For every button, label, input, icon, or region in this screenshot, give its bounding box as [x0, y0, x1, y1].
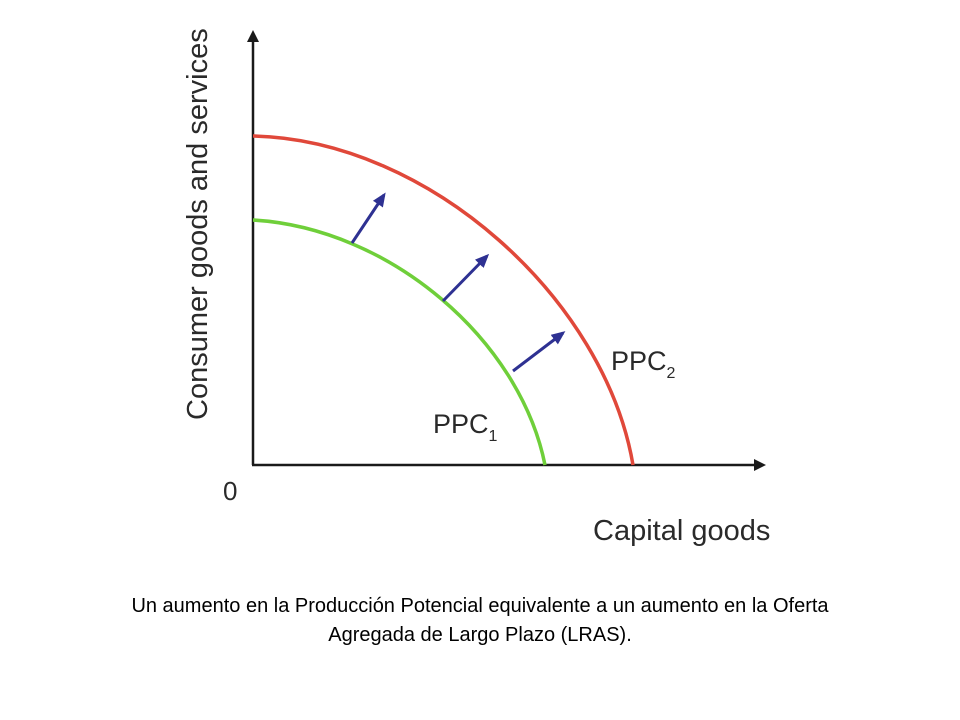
ppc2-label: PPC2 [611, 346, 676, 382]
caption-line-1: Un aumento en la Producción Potencial eq… [131, 595, 829, 617]
ppc1-label: PPC1 [433, 409, 498, 445]
ppc2-label-name: PPC [611, 346, 667, 376]
ppc1-label-name: PPC [433, 409, 489, 439]
ppc1-label-subscript: 1 [489, 428, 498, 445]
shift-arrow-icon [350, 192, 386, 244]
shift-arrow-icon [512, 331, 566, 373]
origin-label: 0 [223, 476, 237, 506]
ppc2-label-subscript: 2 [667, 365, 676, 382]
caption: Un aumento en la Producción Potencial eq… [80, 592, 880, 650]
y-axis-label: Consumer goods and services [182, 28, 214, 420]
ppc2-curve [252, 134, 635, 466]
ppc1-curve [252, 218, 547, 466]
shift-arrow-icon [441, 253, 490, 303]
caption-line-2: Agregada de Largo Plazo (LRAS). [328, 624, 632, 646]
x-axis-label: Capital goods [593, 515, 770, 547]
